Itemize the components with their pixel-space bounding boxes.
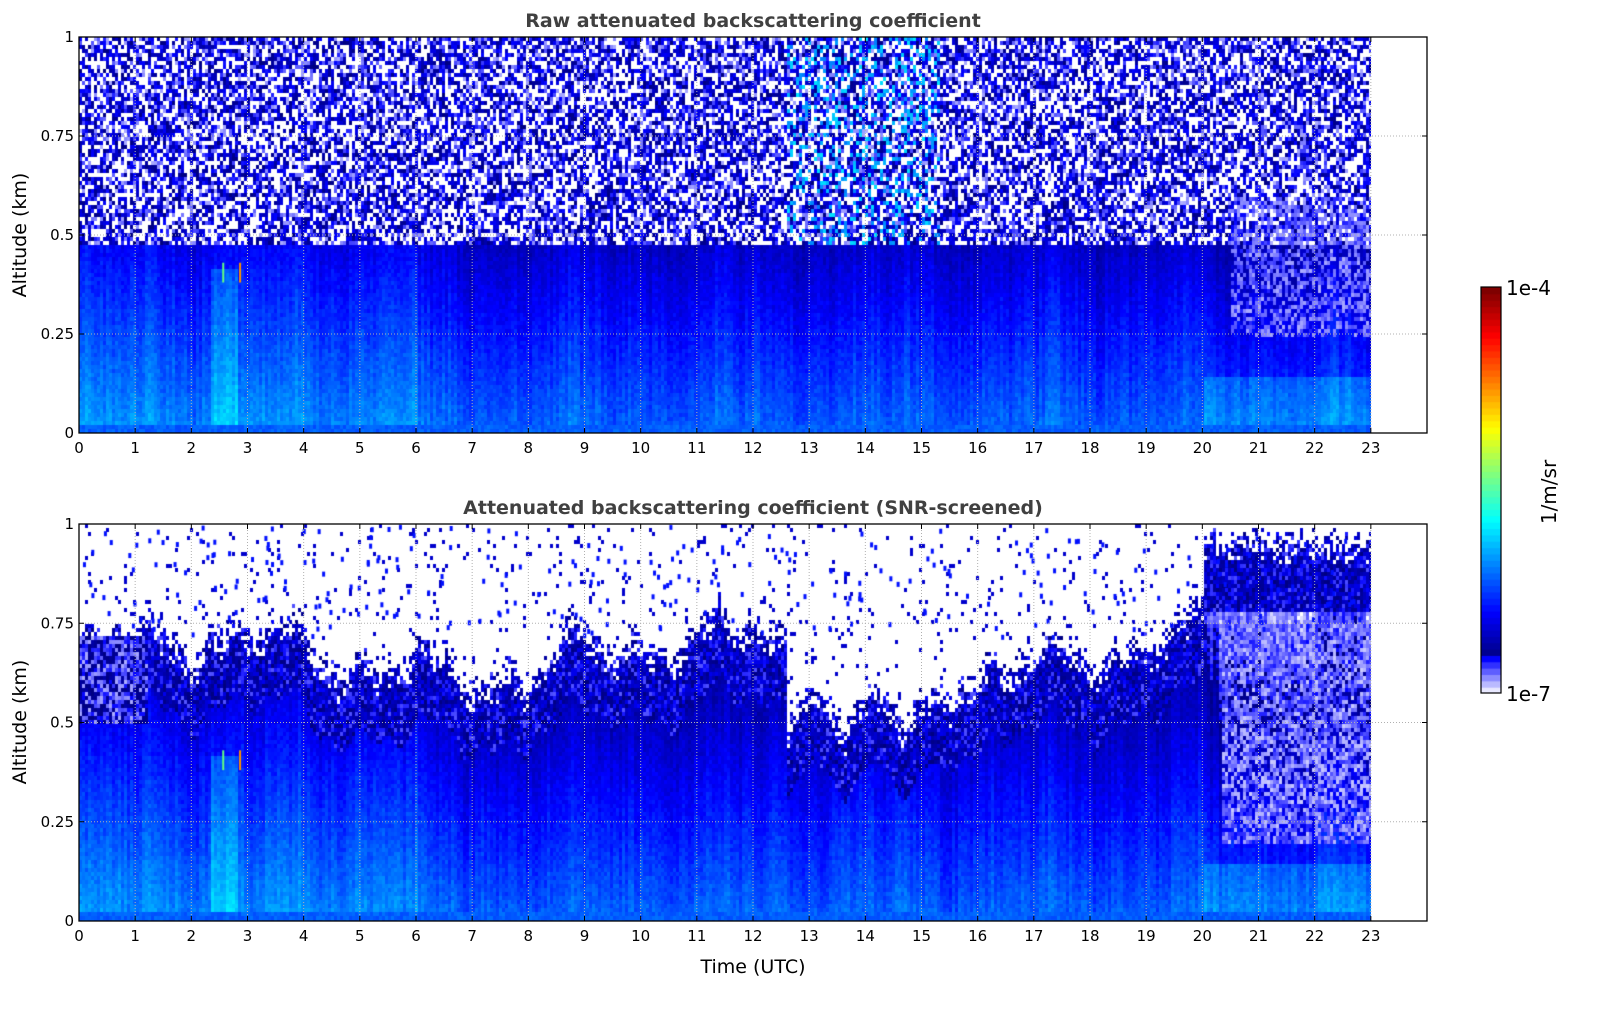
x-tick-label: 12	[743, 439, 762, 457]
x-tick-label: 21	[1249, 927, 1268, 945]
x-tick-label: 23	[1361, 439, 1380, 457]
x-tick-label: 2	[187, 927, 197, 945]
y-tick-label: 0.75	[41, 127, 74, 145]
x-tick-label: 13	[800, 439, 819, 457]
x-tick-label: 16	[968, 927, 987, 945]
x-tick-label: 3	[243, 439, 253, 457]
x-tick-label: 5	[355, 439, 365, 457]
x-tick-label: 0	[74, 927, 84, 945]
x-tick-label: 2	[187, 439, 197, 457]
plot2-title: Attenuated backscattering coefficient (S…	[463, 497, 1043, 519]
x-tick-label: 15	[912, 927, 931, 945]
x-tick-label: 20	[1193, 927, 1212, 945]
x-tick-label: 17	[1024, 927, 1043, 945]
y-tick-label: 1	[64, 28, 74, 46]
x-tick-label: 8	[524, 927, 534, 945]
x-tick-label: 4	[299, 439, 309, 457]
x-tick-label: 22	[1305, 927, 1324, 945]
plot2-axes: 0 1 2 3 4 5 6 7 8 9 10 11 12 13 14 15 16 17 18 19 20 21 22 2300…	[41, 515, 1428, 945]
y-tick-label: 0.25	[41, 325, 74, 343]
x-tick-label: 11	[687, 927, 706, 945]
plot1-title: Raw attenuated backscattering coefficien…	[525, 10, 981, 32]
x-tick-label: 23	[1361, 927, 1380, 945]
y-tick-label: 0.5	[50, 226, 74, 244]
colorbar-max-label: 1e-4	[1506, 276, 1551, 300]
x-tick-label: 10	[631, 439, 650, 457]
plot-frame	[78, 36, 1428, 434]
plot2-ylabel: Altitude (km)	[9, 660, 31, 785]
x-tick-label: 7	[467, 439, 477, 457]
plot1-axes: 0 1 2 3 4 5 6 7 8 9 10 11 12 13 14 15 16 17 18 19 20 21 22 2300…	[41, 28, 1428, 457]
y-tick-label: 1	[64, 515, 74, 533]
x-tick-label: 4	[299, 927, 309, 945]
x-tick-label: 19	[1137, 439, 1156, 457]
x-tick-label: 9	[580, 927, 590, 945]
x-tick-label: 15	[912, 439, 931, 457]
x-tick-label: 21	[1249, 439, 1268, 457]
plot-frame	[78, 523, 1428, 922]
x-tick-label: 3	[243, 927, 253, 945]
x-axis-label: Time (UTC)	[699, 956, 805, 978]
x-tick-label: 14	[856, 439, 875, 457]
x-tick-label: 17	[1024, 439, 1043, 457]
x-tick-label: 0	[74, 439, 84, 457]
x-tick-label: 1	[130, 927, 140, 945]
y-tick-label: 0.75	[41, 614, 74, 632]
x-tick-label: 22	[1305, 439, 1324, 457]
y-tick-label: 0.5	[50, 714, 74, 732]
x-tick-label: 8	[524, 439, 534, 457]
x-tick-label: 6	[411, 439, 421, 457]
colorbar-min-label: 1e-7	[1506, 682, 1551, 706]
x-tick-label: 5	[355, 927, 365, 945]
x-tick-label: 1	[130, 439, 140, 457]
x-tick-label: 18	[1080, 439, 1099, 457]
colorbar-unit-label: 1/m/sr	[1537, 459, 1561, 524]
x-tick-label: 11	[687, 439, 706, 457]
y-tick-label: 0	[64, 912, 74, 930]
x-tick-label: 19	[1137, 927, 1156, 945]
x-tick-label: 16	[968, 439, 987, 457]
x-tick-label: 20	[1193, 439, 1212, 457]
x-tick-label: 18	[1080, 927, 1099, 945]
x-tick-label: 12	[743, 927, 762, 945]
x-tick-label: 7	[467, 927, 477, 945]
y-tick-label: 0.25	[41, 813, 74, 831]
x-tick-label: 9	[580, 439, 590, 457]
colorbar-gradient	[1481, 287, 1501, 693]
y-tick-label: 0	[64, 424, 74, 442]
x-tick-label: 6	[411, 927, 421, 945]
x-tick-label: 13	[800, 927, 819, 945]
x-tick-label: 14	[856, 927, 875, 945]
colorbar-frame	[1480, 286, 1502, 694]
plot1-ylabel: Altitude (km)	[9, 173, 31, 298]
x-tick-label: 10	[631, 927, 650, 945]
